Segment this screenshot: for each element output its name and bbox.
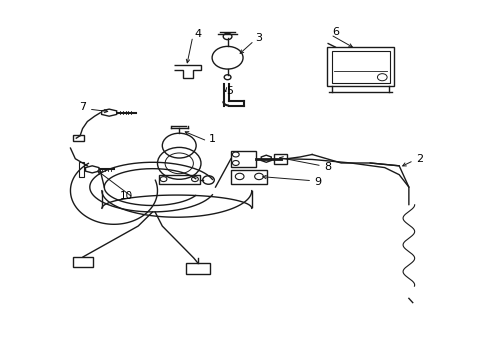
Bar bbox=[331, 51, 389, 82]
Text: 1: 1 bbox=[208, 134, 215, 144]
Text: 8: 8 bbox=[324, 162, 330, 172]
Text: 3: 3 bbox=[255, 33, 262, 43]
Bar bbox=[230, 151, 256, 167]
Bar bbox=[326, 47, 393, 86]
Bar bbox=[273, 154, 286, 164]
Text: 6: 6 bbox=[331, 27, 338, 37]
Text: 4: 4 bbox=[194, 29, 201, 39]
Bar bbox=[186, 263, 209, 274]
Bar bbox=[73, 257, 93, 267]
Bar bbox=[230, 170, 266, 184]
Text: 9: 9 bbox=[314, 177, 321, 187]
Text: 7: 7 bbox=[80, 102, 86, 112]
Bar bbox=[79, 162, 84, 177]
Bar bbox=[73, 135, 83, 141]
Text: 2: 2 bbox=[415, 154, 422, 164]
Text: 10: 10 bbox=[120, 191, 133, 201]
Bar bbox=[159, 175, 200, 184]
Text: 5: 5 bbox=[226, 86, 233, 96]
